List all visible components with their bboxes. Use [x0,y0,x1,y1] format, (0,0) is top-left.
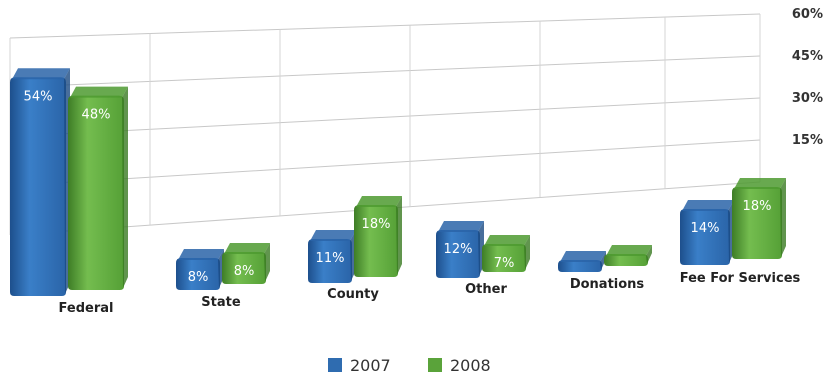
bar-side-face [646,245,652,264]
data-label: 7% [494,256,515,271]
bar-top-face [560,251,606,262]
y-tick-label: 15% [792,133,823,148]
bar-2007-other [436,230,480,278]
bar-side-face [600,251,606,270]
bar-top-face [606,245,652,256]
category-label: Donations [570,277,645,292]
bar-side-face [524,235,530,270]
data-label: 18% [743,199,772,214]
data-label: 18% [362,217,391,232]
bar-2007-county [308,239,352,283]
bar-2008-federal [68,95,124,290]
bar-2008-fee-for-services [732,187,782,259]
category-label: State [201,295,241,310]
bar-2008-other [482,244,526,272]
data-label: 54% [24,89,53,104]
bar-top-face [310,230,356,241]
legend-label: 2008 [450,356,491,375]
data-label: 1% [616,266,637,281]
category-label: Federal [59,301,114,316]
bar-top-face [12,68,70,80]
bar-top-face [224,243,270,254]
bar-2007-donations [558,260,602,272]
bar-top-face [178,249,224,260]
bar-side-face [780,178,786,257]
y-tick-label: 60% [792,7,823,22]
bar-2007-fee-for-services [680,209,730,265]
grid-line [9,139,761,187]
bar-2008-county [354,205,398,277]
category-label: Fee For Services [680,271,801,286]
y-tick-label: 30% [792,91,823,106]
bar-top-face [70,86,128,98]
bar-2007-federal [10,77,66,296]
data-label: 8% [188,270,209,285]
category-label: County [327,287,379,302]
bar-top-face [356,196,402,207]
data-label: 12% [444,242,473,257]
bar-side-face [122,86,128,288]
legend-item: 2008 [428,356,491,375]
bar-top-face [682,200,734,211]
bar-2008-state [222,252,266,284]
bar-top-face [438,221,484,232]
legend-label: 2007 [350,356,391,375]
bar-side-face [396,196,402,275]
data-label: 48% [82,108,111,123]
bar-side-face [264,243,270,282]
bar-2007-state [176,258,220,290]
category-label: Other [465,282,507,297]
grid-line [9,13,761,39]
legend-swatch [428,358,442,372]
data-label: 8% [234,264,255,279]
data-label: 14% [691,221,720,236]
data-label: 11% [316,251,345,266]
data-label: 1% [570,272,591,287]
grid-line [9,55,761,88]
bar-top-face [734,178,786,189]
legend-item: 2007 [328,356,391,375]
bar-top-face [484,235,530,246]
grid-line [9,97,761,137]
bar-2008-donations [604,254,648,266]
y-tick-label: 45% [792,49,823,64]
legend-swatch [328,358,342,372]
